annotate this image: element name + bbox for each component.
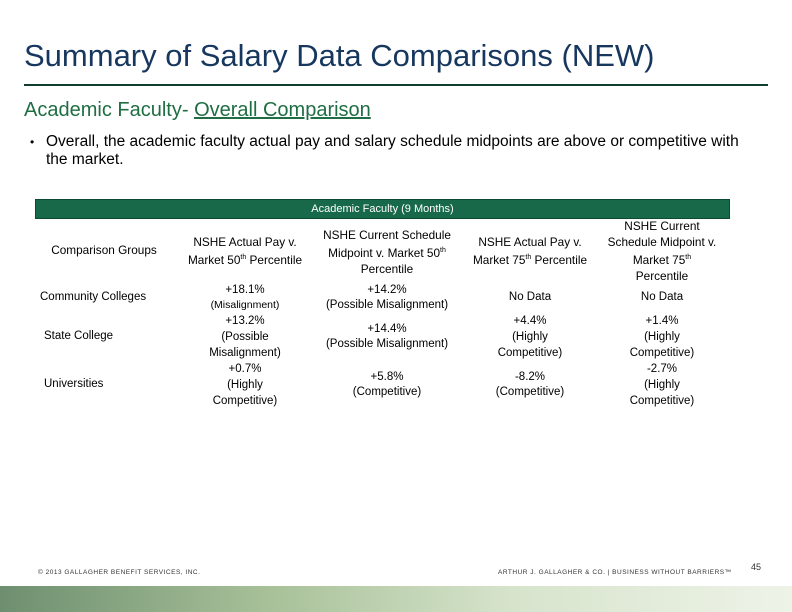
- cell-status: Misalignment): [209, 347, 281, 359]
- col-header-line: Market 75th Percentile: [462, 250, 598, 268]
- cell-status: (Possible: [221, 331, 269, 343]
- col-header-line: NSHE Actual Pay v.: [193, 235, 297, 249]
- cell-cc-actual-50th: +18.1% (Misalignment): [176, 283, 314, 313]
- table-header: Academic Faculty (9 Months): [35, 199, 730, 219]
- cell-value: +4.4%: [513, 315, 547, 327]
- cell-sc-actual-50th: +13.2% (Possible Misalignment): [176, 313, 314, 361]
- cell-un-actual-50th: +0.7% (Highly Competitive): [176, 361, 314, 409]
- col-header-line: NSHE Actual Pay v.: [478, 235, 582, 249]
- col-header-part: Percentile: [531, 252, 588, 267]
- col-header-part: Midpoint v. Market 50: [328, 245, 441, 260]
- cell-value: +13.2%: [225, 315, 265, 327]
- col-header-sup: th: [440, 247, 446, 254]
- cell-sc-schedule-75th: +1.4% (Highly Competitive): [596, 313, 728, 361]
- col-header-comparison-groups: Comparison Groups: [36, 242, 172, 258]
- cell-cc-schedule-75th: No Data: [640, 291, 684, 303]
- title-divider: [24, 84, 768, 86]
- slide-title: Summary of Salary Data Comparisons (NEW): [24, 38, 655, 73]
- footer-company: ARTHUR J. GALLAGHER & CO. | BUSINESS WIT…: [498, 569, 732, 576]
- subtitle-prefix: Academic Faculty-: [24, 99, 195, 121]
- col-header-actual-50th: NSHE Actual Pay v. Market 50th Percentil…: [176, 234, 314, 268]
- cell-un-actual-75th: -8.2% (Competitive): [462, 370, 598, 400]
- col-header-part: Market 75: [472, 252, 526, 267]
- cell-value: -8.2%: [514, 371, 546, 383]
- col-header-schedule-75th: NSHE Current Schedule Midpoint v. Market…: [596, 218, 728, 284]
- cell-status: (Misalignment): [210, 299, 280, 311]
- col-header-line: Market 50th Percentile: [176, 250, 314, 268]
- col-header-sup: th: [685, 254, 692, 261]
- subtitle-underlined: Overall Comparison: [194, 99, 371, 121]
- cell-status: Competitive): [497, 347, 563, 359]
- col-header-sup: th: [240, 254, 247, 261]
- col-header-line: NSHE Current: [624, 219, 700, 233]
- footer-gradient-bar: [0, 586, 792, 612]
- cell-status: (Highly: [644, 331, 680, 343]
- cell-status: (Highly: [512, 331, 548, 343]
- cell-status: Competitive): [629, 395, 695, 407]
- bullet-point: • Overall, the academic faculty actual p…: [30, 133, 750, 169]
- cell-value: +18.1%: [225, 284, 265, 296]
- col-header-part: Percentile: [246, 252, 303, 267]
- cell-value: -2.7%: [646, 363, 678, 375]
- col-header-line: Market 75th: [596, 250, 728, 268]
- cell-status: Competitive): [629, 347, 695, 359]
- cell-status: (Highly: [227, 379, 263, 391]
- cell-value: +0.7%: [228, 363, 262, 375]
- cell-status: (Possible Misalignment): [325, 338, 449, 350]
- bullet-marker: •: [30, 135, 35, 149]
- cell-sc-schedule-50th: +14.4% (Possible Misalignment): [314, 322, 460, 352]
- cell-un-schedule-75th: -2.7% (Highly Competitive): [596, 361, 728, 409]
- cell-cc-actual-75th: No Data: [508, 291, 552, 303]
- row-label-state-college: State College: [44, 330, 114, 342]
- col-header-line: NSHE Current Schedule: [323, 228, 451, 242]
- cell-value: +14.2%: [367, 284, 407, 296]
- bullet-text: Overall, the academic faculty actual pay…: [46, 133, 739, 168]
- col-header-actual-75th: NSHE Actual Pay v. Market 75th Percentil…: [462, 234, 598, 268]
- cell-sc-actual-75th: +4.4% (Highly Competitive): [462, 313, 598, 361]
- cell-status: Competitive): [212, 395, 278, 407]
- col-header-schedule-50th: NSHE Current Schedule Midpoint v. Market…: [314, 227, 460, 277]
- cell-value: +5.8%: [370, 371, 404, 383]
- row-label-community-colleges: Community Colleges: [40, 291, 147, 303]
- cell-value: +1.4%: [645, 315, 679, 327]
- cell-status: (Competitive): [495, 386, 565, 398]
- col-header-line: Percentile: [635, 268, 689, 283]
- col-header-part: Market 50: [187, 252, 241, 267]
- footer-copyright: © 2013 GALLAGHER BENEFIT SERVICES, INC.: [38, 569, 201, 576]
- col-header-line: Midpoint v. Market 50th: [314, 243, 460, 261]
- cell-status: (Highly: [644, 379, 680, 391]
- col-header-line: Percentile: [360, 261, 414, 276]
- col-header-text: Comparison Groups: [51, 243, 157, 257]
- col-header-sup: th: [525, 254, 532, 261]
- cell-un-schedule-50th: +5.8% (Competitive): [314, 370, 460, 400]
- col-header-part: Market 75: [632, 252, 686, 267]
- cell-status: (Possible Misalignment): [325, 299, 449, 311]
- page-number: 45: [751, 562, 762, 572]
- row-label-universities: Universities: [44, 378, 104, 390]
- cell-status: (Competitive): [352, 386, 422, 398]
- cell-value: +14.4%: [367, 323, 407, 335]
- slide-subtitle: Academic Faculty- Overall Comparison: [24, 99, 371, 122]
- cell-cc-schedule-50th: +14.2% (Possible Misalignment): [314, 283, 460, 313]
- col-header-line: Schedule Midpoint v.: [607, 235, 717, 249]
